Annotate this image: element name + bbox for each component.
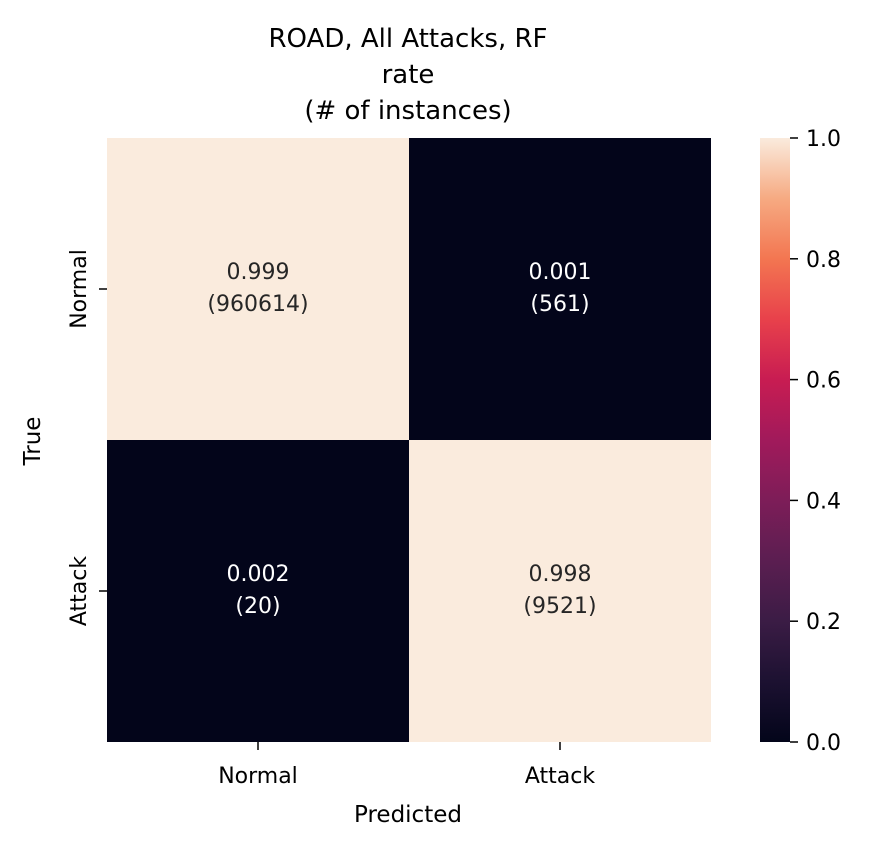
y-tick-label-1: Attack xyxy=(67,556,92,626)
heatmap-cell-0-0 xyxy=(107,138,409,440)
chart-title-line-2: rate xyxy=(382,60,435,90)
cell-count-label-0-1: (561) xyxy=(530,292,589,317)
cell-count-label-0-0: (960614) xyxy=(207,292,308,317)
cell-rate-label-1-1: 0.998 xyxy=(529,562,592,587)
x-axis-label: Predicted xyxy=(354,802,462,828)
colorbar xyxy=(760,138,790,742)
y-axis: Normal Attack xyxy=(67,249,107,626)
x-tick-label-1: Attack xyxy=(525,764,595,789)
heatmap-cell-1-1 xyxy=(409,440,711,742)
heatmap-cell-1-0 xyxy=(107,440,409,742)
cell-count-label-1-0: (20) xyxy=(235,594,280,619)
x-axis: Normal Attack xyxy=(218,742,595,789)
colorbar-tick-label-0: 0.0 xyxy=(806,731,841,756)
cell-rate-label-1-0: 0.002 xyxy=(227,562,290,587)
cell-count-label-1-1: (9521) xyxy=(523,594,596,619)
colorbar-ticks: 0.0 0.2 0.4 0.6 0.8 1.0 xyxy=(790,127,841,756)
chart-title-line-1: ROAD, All Attacks, RF xyxy=(268,24,547,54)
colorbar-tick-label-2: 0.4 xyxy=(806,489,841,514)
colorbar-tick-label-5: 1.0 xyxy=(806,127,841,152)
y-tick-label-0: Normal xyxy=(67,249,92,329)
heatmap-cell-0-1 xyxy=(409,138,711,440)
colorbar-tick-label-4: 0.8 xyxy=(806,248,841,273)
y-axis-label: True xyxy=(20,417,46,467)
x-tick-label-0: Normal xyxy=(218,764,298,789)
cell-rate-label-0-0: 0.999 xyxy=(227,260,290,285)
heatmap-cell-labels: 0.999 (960614) 0.001 (561) 0.002 (20) 0.998 (95… xyxy=(207,260,596,619)
heatmap-cells xyxy=(107,138,711,742)
colorbar-tick-label-3: 0.6 xyxy=(806,369,841,394)
cell-rate-label-0-1: 0.001 xyxy=(529,260,592,285)
colorbar-tick-label-1: 0.2 xyxy=(806,610,841,635)
chart-title-line-3: (# of instances) xyxy=(304,96,511,126)
